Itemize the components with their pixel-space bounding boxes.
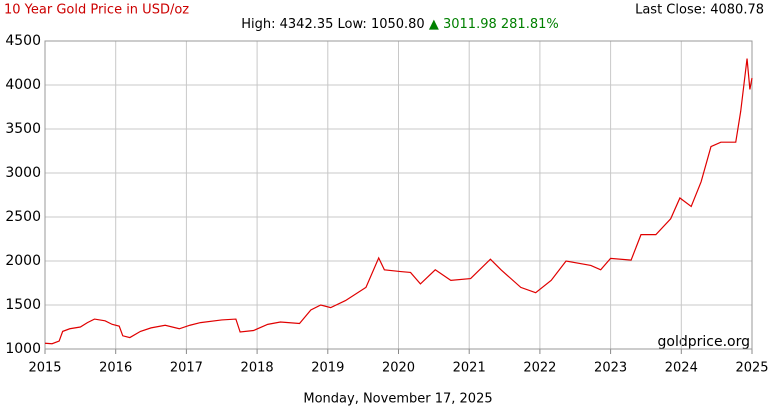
y-tick-label: 4500 xyxy=(5,33,41,49)
plot-frame xyxy=(44,40,753,350)
y-tick-label: 1000 xyxy=(5,341,41,357)
x-tick-label: 2019 xyxy=(311,361,344,376)
y-tick-label: 3000 xyxy=(5,165,41,181)
y-tick-label: 3500 xyxy=(5,121,41,137)
change: ▲ 3011.98 281.81% xyxy=(429,17,559,32)
y-tick-label: 4000 xyxy=(5,77,41,93)
stats: High: 4342.35 Low: 1050.80 ▲ 3011.98 281… xyxy=(241,17,558,32)
x-tick-label: 2015 xyxy=(28,361,61,376)
high: High: 4342.35 xyxy=(241,17,333,32)
x-tick-label: 2022 xyxy=(523,361,556,376)
x-tick-label: 2018 xyxy=(241,361,274,376)
x-tick-label: 2025 xyxy=(735,361,768,376)
low: Low: 1050.80 xyxy=(338,17,425,32)
last-close: Last Close: 4080.78 xyxy=(635,3,764,18)
watermark: goldprice.org xyxy=(658,334,750,350)
x-tick-label: 2023 xyxy=(594,361,627,376)
chart-title: 10 Year Gold Price in USD/oz xyxy=(4,3,189,18)
date: Monday, November 17, 2025 xyxy=(303,392,492,407)
x-tick-label: 2016 xyxy=(99,361,132,376)
y-tick-label: 1500 xyxy=(5,297,41,313)
y-tick-label: 2500 xyxy=(5,209,41,225)
x-tick-label: 2017 xyxy=(170,361,203,376)
price-line xyxy=(44,58,753,345)
x-tick-label: 2021 xyxy=(453,361,486,376)
x-tick-label: 2020 xyxy=(382,361,415,376)
y-tick-label: 2000 xyxy=(5,253,41,269)
x-tick-label: 2024 xyxy=(665,361,698,376)
